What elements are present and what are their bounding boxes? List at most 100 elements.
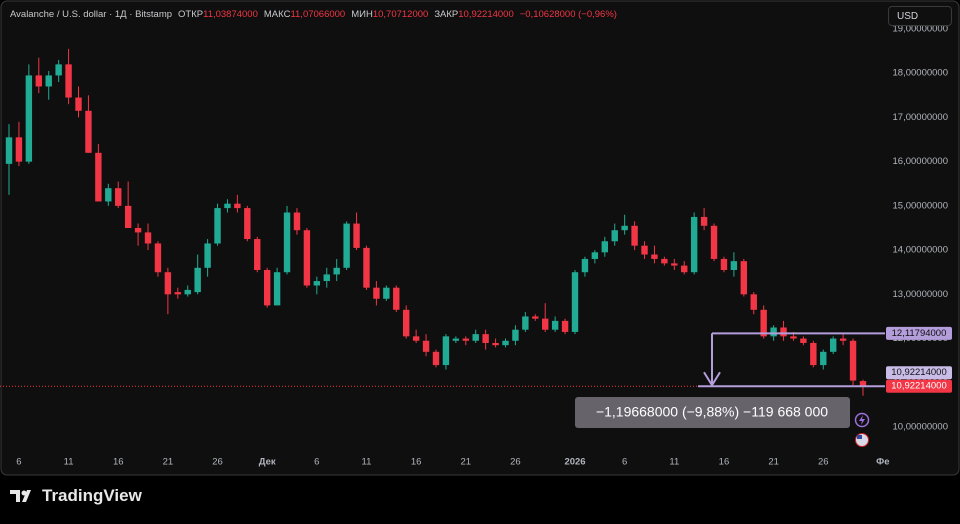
candle-body — [859, 381, 867, 387]
x-tick-label: 16 — [113, 457, 124, 468]
candle-body — [412, 336, 420, 341]
footer — [0, 476, 960, 524]
y-tick-label: 19,00000000 — [893, 23, 948, 34]
candle-body — [313, 281, 321, 286]
candle-body — [720, 258, 728, 271]
candle-body — [829, 338, 837, 352]
candle-body — [760, 309, 767, 337]
candle-body — [134, 227, 142, 233]
candle-body — [75, 97, 82, 111]
legend: Avalanche / U.S. dollar · 1Д · Bitstamp … — [10, 9, 617, 20]
candle-body — [611, 230, 618, 242]
candle-body — [293, 212, 301, 231]
candle-body — [770, 327, 777, 337]
currency-button[interactable]: USD — [888, 6, 952, 26]
candle-body — [522, 316, 529, 330]
x-tick-label: 21 — [768, 457, 779, 468]
candle-body — [690, 216, 698, 273]
legend-label: ОТКР — [178, 9, 204, 20]
candle-body — [820, 351, 827, 366]
candle-body — [780, 327, 787, 337]
candle-body — [800, 338, 807, 343]
candle-body — [115, 188, 122, 206]
candle-body — [403, 309, 410, 337]
candle-body — [452, 338, 460, 341]
candle-body — [55, 64, 62, 76]
candle-body — [671, 263, 678, 266]
x-tick-label: 11 — [64, 457, 74, 468]
candle-body — [740, 261, 748, 295]
x-tick-label: 6 — [314, 457, 319, 468]
candle-body — [25, 75, 33, 162]
candle-body — [95, 152, 102, 202]
candle-body — [512, 329, 519, 341]
candle-body — [849, 340, 857, 381]
candle-body — [164, 272, 172, 295]
candle-body — [224, 203, 231, 209]
candle-body — [750, 294, 757, 310]
change: −0,10628000 (−0,96%) — [519, 9, 617, 20]
symbol: Avalanche / U.S. dollar · 1Д · Bitstamp — [10, 9, 173, 20]
y-tick-label: 13,00000000 — [893, 289, 948, 300]
legend-label: МИН — [351, 9, 373, 20]
legend-value: 11,07066000 — [290, 9, 346, 20]
y-tick-label: 14,00000000 — [893, 245, 948, 256]
candle-body — [442, 336, 450, 366]
x-tick-label: 21 — [460, 457, 471, 468]
y-tick-label: 17,00000000 — [893, 112, 948, 123]
x-tick-label: 16 — [719, 457, 730, 468]
brand: TradingView — [10, 486, 142, 506]
candle-body — [502, 340, 509, 346]
candle-body — [492, 342, 499, 346]
candle-body — [35, 75, 42, 87]
candle-body — [482, 334, 489, 343]
measure-from-tag — [886, 326, 952, 340]
candle-body — [65, 64, 72, 98]
measure-to-label: 10,92214000 — [891, 367, 946, 378]
candle-body — [810, 342, 817, 366]
candle-body — [303, 230, 311, 286]
candle-body — [15, 137, 23, 162]
candle-body — [333, 267, 340, 275]
legend-label: МАКС — [263, 9, 291, 20]
candle-body — [234, 203, 241, 209]
candle-body — [472, 334, 479, 341]
candle-body — [323, 274, 330, 282]
last-price-tag — [886, 379, 952, 393]
measure-arrow-head — [703, 371, 721, 388]
candle-body — [273, 272, 281, 306]
candle-body — [124, 205, 132, 228]
candle-body — [591, 252, 599, 259]
x-tick-label: 26 — [212, 457, 223, 468]
candle-body — [601, 241, 608, 253]
x-tick-label: 2026 — [564, 457, 585, 468]
event-icon-bolt — [859, 415, 865, 425]
candle-body — [710, 225, 718, 259]
x-tick-label: 21 — [163, 457, 174, 468]
candle-body — [621, 225, 628, 231]
candle-body — [363, 247, 370, 288]
candle-body — [542, 318, 549, 330]
candle-body — [353, 223, 360, 248]
candle-body — [263, 270, 271, 306]
candle-body — [144, 232, 152, 244]
brand-logo — [10, 490, 31, 502]
measure-box — [575, 397, 850, 428]
candle-body — [581, 258, 589, 273]
candle-body — [283, 212, 291, 273]
x-tick-label: 11 — [669, 457, 679, 468]
candle-body — [432, 351, 440, 366]
candle-body — [651, 254, 658, 259]
legend-label: ЗАКР — [434, 9, 459, 20]
candle-body — [661, 258, 668, 264]
candle-body — [184, 289, 191, 295]
candle-body — [561, 320, 569, 332]
candle-body — [551, 320, 559, 330]
y-tick-label: 16,00000000 — [893, 156, 948, 167]
x-tick-label: 26 — [818, 457, 829, 468]
legend-items: ОТКР 11,03874000 МАКС 11,07066000 МИН 10,7071… — [178, 9, 514, 20]
candle-body — [45, 75, 52, 87]
candle-body — [462, 338, 469, 341]
